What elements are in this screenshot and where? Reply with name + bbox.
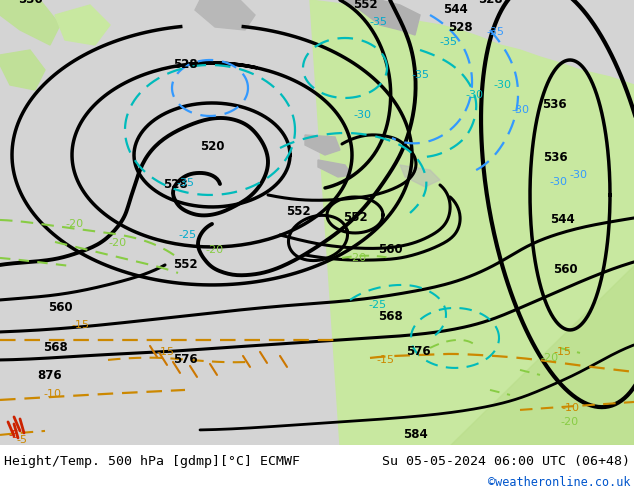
Text: -30: -30 — [549, 177, 567, 187]
Polygon shape — [195, 0, 255, 30]
Text: -15: -15 — [156, 347, 174, 357]
Text: 536: 536 — [543, 151, 567, 165]
Text: -30: -30 — [465, 90, 483, 100]
Text: 528: 528 — [448, 22, 472, 34]
Text: -20: -20 — [349, 253, 367, 263]
Text: -15: -15 — [376, 355, 394, 365]
Text: -30: -30 — [569, 170, 587, 180]
Text: Su 05-05-2024 06:00 UTC (06+48): Su 05-05-2024 06:00 UTC (06+48) — [382, 455, 630, 468]
Text: ©weatheronline.co.uk: ©weatheronline.co.uk — [488, 476, 630, 489]
Polygon shape — [450, 265, 634, 445]
Text: 528: 528 — [172, 58, 197, 72]
Text: -5: -5 — [16, 435, 27, 445]
Text: 544: 544 — [443, 3, 467, 17]
Text: 584: 584 — [403, 428, 427, 441]
Text: -30: -30 — [353, 110, 371, 120]
Text: -35: -35 — [411, 70, 429, 80]
Text: -10: -10 — [43, 389, 61, 399]
Text: 536: 536 — [18, 0, 42, 6]
Text: -20: -20 — [561, 417, 579, 427]
Polygon shape — [318, 160, 352, 177]
Polygon shape — [305, 135, 340, 155]
Polygon shape — [345, 0, 420, 35]
Polygon shape — [310, 0, 634, 445]
Text: 528: 528 — [477, 0, 502, 6]
Polygon shape — [400, 165, 440, 187]
Text: 552: 552 — [353, 0, 377, 11]
Text: 544: 544 — [550, 214, 574, 226]
Text: -20: -20 — [109, 238, 127, 248]
Polygon shape — [55, 5, 110, 45]
Text: -15: -15 — [553, 347, 571, 357]
Text: -5: -5 — [8, 430, 19, 440]
Text: -20: -20 — [206, 245, 224, 255]
Text: 576: 576 — [172, 353, 197, 367]
Text: 552: 552 — [172, 258, 197, 271]
Text: 560: 560 — [553, 264, 578, 276]
Text: 560: 560 — [48, 301, 72, 315]
Text: 560: 560 — [378, 244, 403, 256]
Text: -10: -10 — [561, 403, 579, 413]
Text: Height/Temp. 500 hPa [gdmp][°C] ECMWF: Height/Temp. 500 hPa [gdmp][°C] ECMWF — [4, 455, 300, 468]
Polygon shape — [0, 50, 45, 90]
Text: 876: 876 — [37, 369, 62, 382]
Text: -20: -20 — [541, 353, 559, 363]
Text: -15: -15 — [71, 320, 89, 330]
Text: 568: 568 — [378, 311, 403, 323]
Text: 528: 528 — [163, 178, 187, 192]
Text: -35: -35 — [369, 17, 387, 27]
Text: -20: -20 — [66, 219, 84, 229]
Text: -35: -35 — [439, 37, 457, 47]
Text: 568: 568 — [42, 342, 67, 354]
Text: 552: 552 — [286, 205, 310, 219]
Text: -35: -35 — [176, 178, 194, 188]
Text: -25: -25 — [369, 300, 387, 310]
Text: -35: -35 — [486, 27, 504, 37]
Text: 552: 552 — [343, 212, 367, 224]
Polygon shape — [580, 195, 634, 445]
Text: 536: 536 — [541, 98, 566, 112]
Text: -30: -30 — [493, 80, 511, 90]
Text: 576: 576 — [406, 345, 430, 359]
Text: -30: -30 — [511, 105, 529, 115]
Text: -25: -25 — [179, 230, 197, 240]
Text: 520: 520 — [200, 141, 224, 153]
Polygon shape — [0, 0, 60, 45]
